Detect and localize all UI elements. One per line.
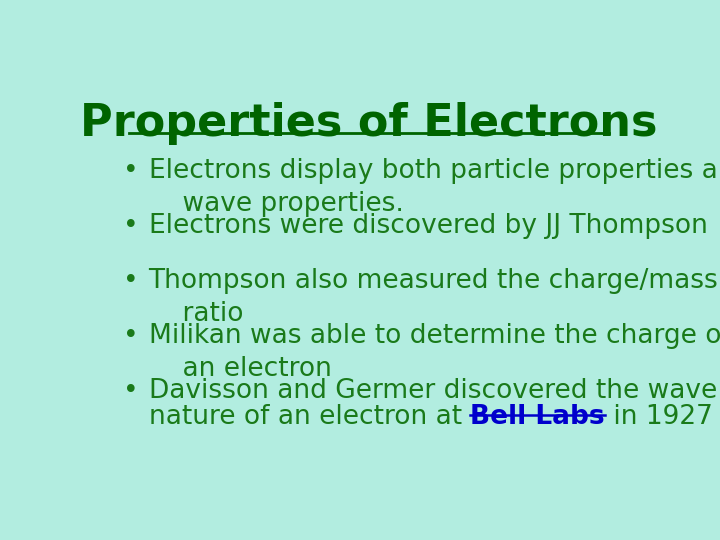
Text: •: • xyxy=(124,378,139,404)
Text: Milikan was able to determine the charge on
    an electron: Milikan was able to determine the charge… xyxy=(148,323,720,382)
Text: •: • xyxy=(124,268,139,294)
Text: Properties of Electrons: Properties of Electrons xyxy=(80,102,658,145)
Text: Electrons display both particle properties and
    wave properties.: Electrons display both particle properti… xyxy=(148,158,720,218)
Text: Thompson also measured the charge/mass
    ratio: Thompson also measured the charge/mass r… xyxy=(148,268,719,327)
Text: Davisson and Germer discovered the wave: Davisson and Germer discovered the wave xyxy=(148,378,717,404)
Text: Bell Labs: Bell Labs xyxy=(470,404,605,430)
Text: Electrons were discovered by JJ Thompson: Electrons were discovered by JJ Thompson xyxy=(148,213,708,239)
Text: •: • xyxy=(124,213,139,239)
Text: nature of an electron at: nature of an electron at xyxy=(148,404,470,430)
Text: •: • xyxy=(124,158,139,184)
Text: •: • xyxy=(124,323,139,349)
Text: in 1927: in 1927 xyxy=(605,404,713,430)
